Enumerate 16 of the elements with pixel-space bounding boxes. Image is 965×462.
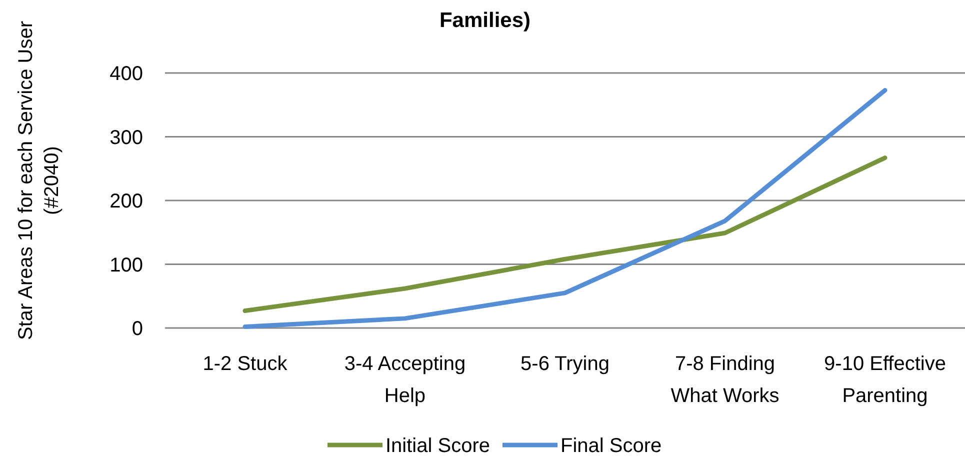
x-tick-label: 5-6 Trying <box>520 353 610 375</box>
y-tick-label: 100 <box>110 254 143 276</box>
y-tick-label: 400 <box>110 63 143 85</box>
x-tick-label: 9-10 Effective Parenting <box>824 353 946 407</box>
y-axis-title: Star Areas 10 for each Service User (#2040) <box>15 20 63 340</box>
legend-label: Final Score <box>560 435 662 457</box>
x-tick-label: 7-8 Finding What Works <box>670 353 780 407</box>
x-tick-label: 3-4 Accepting Help <box>344 353 466 407</box>
x-tick-label: 1-2 Stuck <box>202 353 288 375</box>
y-tick-label: 200 <box>110 190 143 212</box>
y-tick-label: 0 <box>132 318 143 340</box>
line-series <box>242 88 888 329</box>
legend-label: Initial Score <box>386 435 490 457</box>
chart-title: Families) <box>439 9 531 32</box>
y-tick-label: 300 <box>110 126 143 149</box>
line-series <box>242 156 888 314</box>
